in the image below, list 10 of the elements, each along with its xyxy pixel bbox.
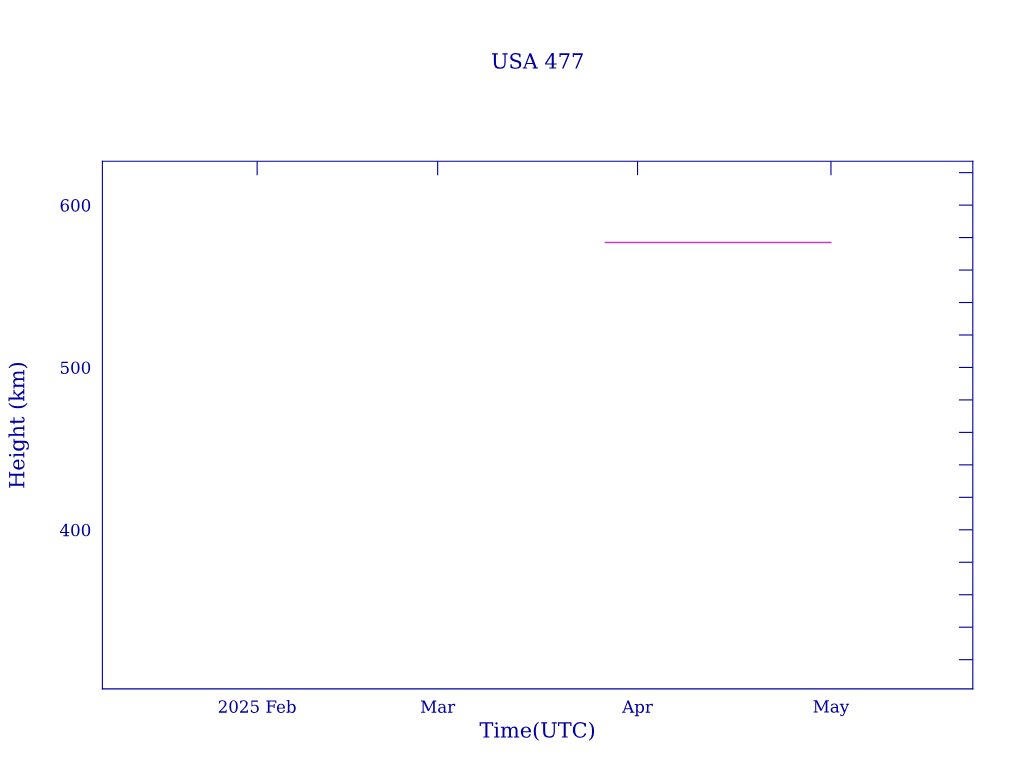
x-tick-label: May xyxy=(813,700,850,717)
x-axis-title: Time(UTC) xyxy=(479,721,595,741)
y-tick-label: 600 xyxy=(60,199,91,212)
y-tick-label: 500 xyxy=(60,361,91,375)
y-tick-label: 400 xyxy=(59,523,91,537)
chart-title: USA 477 xyxy=(491,53,583,69)
x-tick-label: Apr xyxy=(622,700,653,717)
y-axis-title: Height (km) xyxy=(8,362,29,488)
x-tick-label: 2025 Feb xyxy=(218,700,296,713)
x-tick-label: Mar xyxy=(421,700,456,713)
